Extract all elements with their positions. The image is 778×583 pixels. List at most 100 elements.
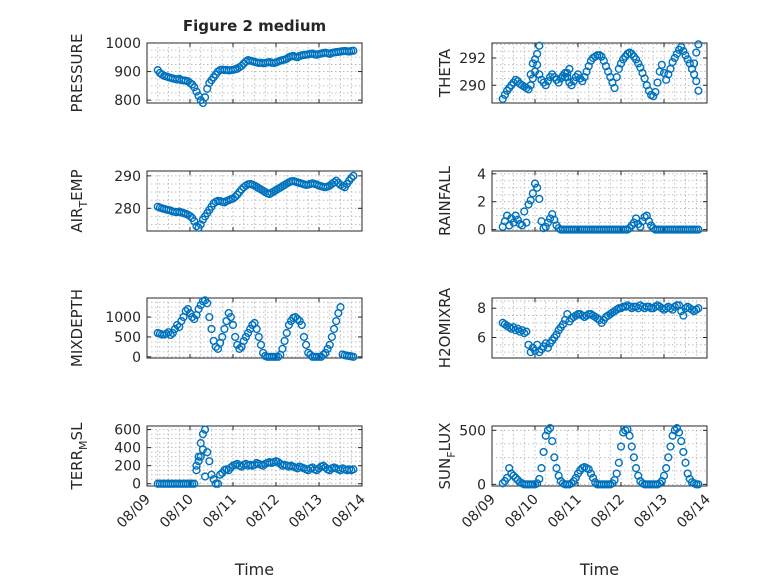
data-point	[297, 320, 306, 330]
y-tick-label: 8	[477, 301, 486, 317]
y-axis-label: H2OMIXRA	[436, 287, 454, 368]
x-tick-label: 08/09	[114, 492, 154, 532]
subplot-theta: 290 292 THETA	[436, 40, 708, 104]
data-point	[674, 428, 684, 437]
data-point	[679, 311, 688, 320]
data-point	[181, 307, 190, 316]
data-point	[194, 305, 203, 314]
data-point	[535, 194, 544, 204]
data-point	[526, 70, 535, 79]
data-point	[233, 340, 242, 349]
data-point	[522, 327, 531, 336]
data-point	[533, 479, 542, 488]
data-point	[578, 77, 587, 86]
data-point	[597, 52, 606, 61]
y-tick-label: 292	[459, 51, 486, 67]
data-point	[194, 457, 203, 466]
y-tick-label: 2	[477, 195, 486, 211]
data-point	[323, 344, 332, 353]
subplot-air_temp: 280 290 AIRTEMP	[68, 169, 363, 233]
data-point	[200, 93, 210, 102]
data-point	[631, 55, 641, 64]
y-tick-label: 1000	[105, 36, 141, 52]
data-point	[511, 211, 520, 220]
data-point	[692, 77, 701, 86]
data-point	[349, 465, 358, 474]
data-point	[349, 46, 358, 55]
data-point	[554, 78, 563, 87]
data-point	[168, 328, 177, 338]
data-point	[586, 469, 596, 478]
data-point	[668, 57, 677, 67]
data-point	[563, 68, 572, 78]
data-point	[681, 458, 690, 467]
data-point	[511, 473, 520, 482]
data-point	[282, 328, 291, 338]
data-point	[228, 320, 238, 330]
x-axis-label-left: Time	[234, 560, 274, 579]
y-tick-label: 0	[132, 477, 141, 493]
data-point	[500, 90, 510, 99]
data-point	[543, 77, 553, 86]
y-tick-label: 800	[114, 93, 141, 109]
data-point	[190, 314, 199, 324]
plot-area-air_temp	[146, 170, 363, 232]
data-point	[627, 442, 636, 451]
data-point	[190, 479, 199, 488]
data-point	[299, 332, 309, 342]
data-point	[213, 479, 223, 488]
data-point	[664, 453, 673, 462]
x-tick-label: 08/11	[545, 492, 585, 532]
data-point	[571, 473, 580, 482]
data-point	[552, 330, 561, 339]
data-point	[567, 81, 576, 90]
y-tick-label: 0	[477, 477, 486, 493]
data-point	[284, 320, 294, 330]
data-point	[692, 48, 701, 57]
y-tick-label: 500	[459, 423, 486, 439]
data-point	[200, 472, 210, 481]
data-point	[670, 426, 679, 435]
data-point	[629, 218, 639, 227]
data-point	[336, 303, 345, 312]
y-tick-label: 400	[114, 441, 141, 457]
y-tick-label: 0	[132, 350, 141, 366]
data-point	[616, 59, 626, 68]
data-point	[507, 469, 516, 478]
y-tick-label: 4	[477, 167, 486, 183]
data-point	[241, 332, 251, 342]
data-point	[666, 442, 675, 451]
data-point	[231, 192, 240, 202]
data-point	[218, 332, 227, 342]
x-tick-label: 08/14	[329, 491, 369, 531]
data-point	[209, 475, 218, 484]
data-point	[526, 348, 535, 357]
data-point	[681, 51, 690, 60]
data-point	[541, 222, 550, 231]
data-point	[612, 72, 621, 82]
data-point	[584, 465, 593, 474]
data-point	[543, 343, 553, 352]
data-point	[545, 424, 555, 433]
data-point	[541, 81, 550, 90]
y-axis-label: MIXDEPTH	[68, 289, 86, 367]
data-point	[192, 87, 201, 96]
data-point	[524, 85, 533, 94]
data-point	[329, 324, 339, 334]
data-point	[254, 332, 263, 342]
data-point	[347, 174, 356, 183]
x-axis-label-right: Time	[579, 560, 619, 579]
y-tick-label: 1000	[105, 310, 141, 326]
x-tick-label: 08/09	[459, 492, 499, 532]
data-point	[295, 316, 304, 326]
data-point	[689, 59, 699, 68]
data-point	[325, 340, 334, 349]
data-point	[170, 324, 180, 334]
data-point	[524, 200, 533, 209]
data-point	[679, 447, 688, 457]
data-point	[166, 330, 175, 340]
data-point	[216, 470, 225, 479]
y-axis-label: PRESSURE	[68, 34, 86, 113]
data-point	[183, 305, 192, 314]
